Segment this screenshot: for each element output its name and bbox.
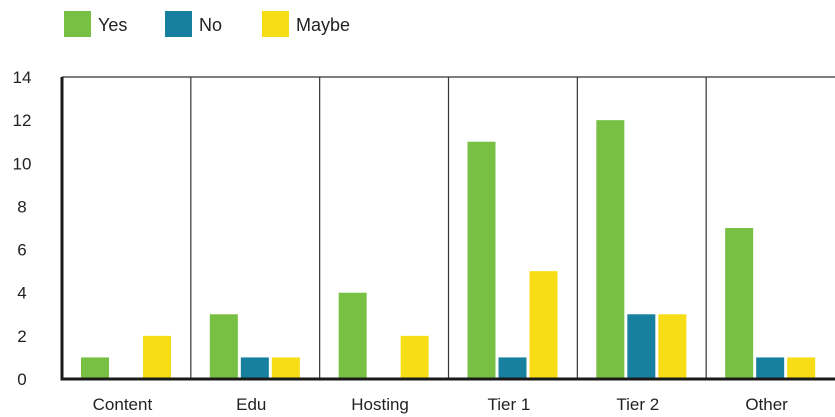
- legend: Yes No Maybe: [64, 11, 350, 37]
- bar-edu-no: [240, 357, 269, 379]
- y-tick-label: 10: [13, 154, 32, 173]
- y-axis-ticks: 0 2 4 6 8 10 12 14: [13, 68, 32, 389]
- bars: [81, 120, 816, 380]
- bar-tier-1-maybe: [529, 271, 558, 379]
- bar-content-maybe: [143, 335, 171, 379]
- bar-tier-2-maybe: [658, 314, 687, 379]
- y-tick-label: 8: [17, 197, 26, 216]
- bar-tier-2-yes: [596, 120, 625, 380]
- legend-label-yes: Yes: [98, 15, 127, 35]
- category-dividers: [190, 77, 707, 379]
- bar-tier-2-no: [627, 314, 656, 379]
- legend-label-no: No: [199, 15, 222, 35]
- legend-swatch-maybe: [262, 11, 289, 37]
- x-tick-label-hosting: Hosting: [351, 395, 409, 414]
- y-tick-label: 4: [17, 284, 26, 303]
- y-tick-label: 2: [17, 327, 26, 346]
- x-tick-label-other: Other: [745, 395, 788, 414]
- x-axis-labels: Content Edu Hosting Tier 1 Tier 2 Other: [93, 395, 789, 414]
- bar-hosting-maybe: [400, 335, 429, 379]
- bar-other-no: [756, 357, 785, 379]
- x-tick-label-tier-1: Tier 1: [488, 395, 531, 414]
- y-tick-label: 6: [17, 241, 26, 260]
- x-tick-label-tier-2: Tier 2: [616, 395, 659, 414]
- x-tick-label-edu: Edu: [236, 395, 266, 414]
- bar-edu-maybe: [271, 357, 300, 379]
- bar-tier-1-yes: [467, 141, 496, 379]
- x-tick-label-content: Content: [93, 395, 153, 414]
- y-tick-label: 0: [17, 370, 26, 389]
- bar-other-maybe: [787, 357, 816, 379]
- bar-content-yes: [81, 357, 109, 379]
- axes: [60, 76, 835, 381]
- bar-hosting-yes: [338, 292, 367, 379]
- bar-edu-yes: [209, 314, 238, 379]
- y-tick-label: 14: [13, 68, 32, 87]
- legend-swatch-yes: [64, 11, 91, 37]
- legend-swatch-no: [165, 11, 192, 37]
- y-tick-label: 12: [13, 111, 32, 130]
- legend-label-maybe: Maybe: [296, 15, 350, 35]
- bar-other-yes: [725, 228, 754, 379]
- bar-tier-1-no: [498, 357, 527, 379]
